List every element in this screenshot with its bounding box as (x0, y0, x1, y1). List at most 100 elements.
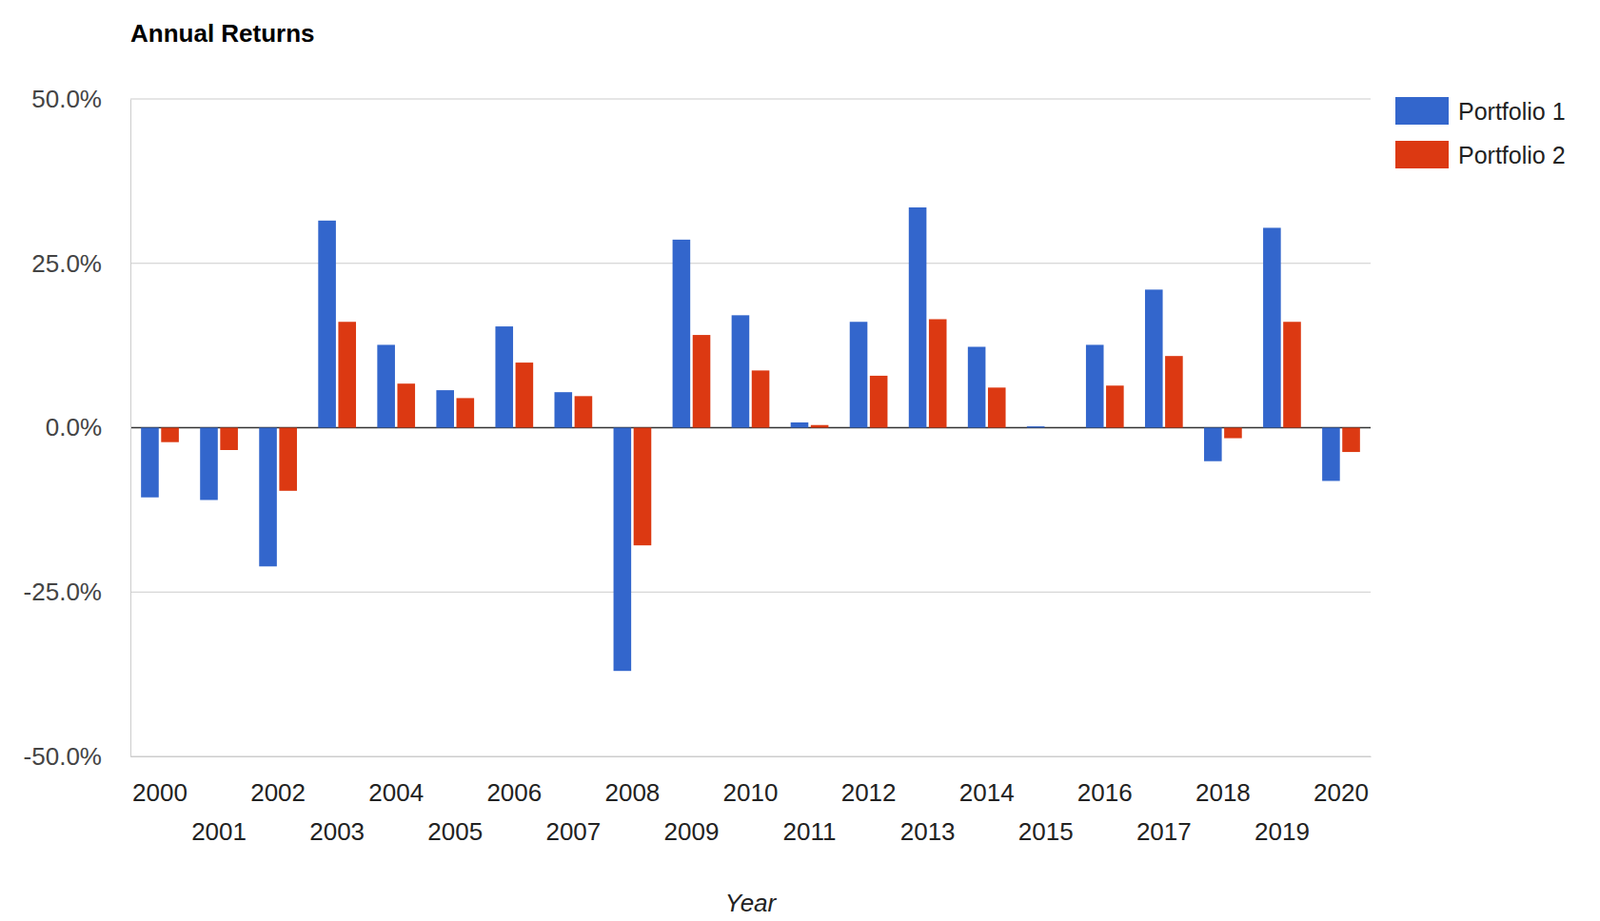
grid (130, 98, 1371, 757)
bar (160, 428, 179, 443)
grid-line (130, 262, 1371, 264)
x-tick-label: 2016 (1077, 778, 1133, 808)
legend-swatch (1395, 97, 1449, 125)
legend-swatch (1395, 140, 1449, 169)
x-axis-title: Year (725, 888, 778, 918)
bar (1046, 427, 1066, 429)
grid-line (130, 592, 1371, 593)
bar (1027, 426, 1046, 428)
bar (751, 370, 771, 428)
x-tick: 2018 (1195, 756, 1251, 808)
x-tick: 2003 (309, 756, 365, 847)
bar (1263, 227, 1282, 428)
bar (376, 344, 396, 428)
x-tick: 2006 (486, 756, 542, 808)
x-tick: 2011 (783, 756, 837, 847)
bar (140, 428, 159, 498)
bar (515, 362, 534, 428)
bar (494, 326, 514, 428)
x-axis: 2000200120022003200420052006200720082009… (131, 756, 1372, 847)
y-tick: 0.0% (45, 413, 131, 442)
x-tick: 2001 (191, 756, 247, 847)
y-tick-label: 0.0% (45, 413, 102, 442)
bar (987, 387, 1007, 428)
x-tick-label: 2019 (1254, 817, 1310, 847)
bar (1086, 344, 1105, 428)
series (140, 207, 1341, 672)
y-axis-line (130, 99, 132, 758)
bar (967, 347, 987, 429)
x-tick: 2008 (604, 756, 660, 808)
x-tick: 2020 (1313, 756, 1369, 808)
x-tick: 2012 (841, 756, 897, 808)
bar (731, 315, 751, 428)
bar (317, 220, 336, 429)
bar (554, 392, 573, 428)
bar (869, 375, 889, 429)
x-tick: 2014 (959, 756, 1015, 808)
bar (1145, 289, 1164, 428)
bars (140, 207, 1361, 672)
bar (633, 428, 652, 547)
x-tick-label: 2014 (959, 778, 1015, 808)
bar (1224, 428, 1243, 439)
chart: -50.0%-25.0%0.0%25.0%50.0%20002001200220… (0, 0, 1600, 921)
y-tick-label: 50.0% (31, 84, 102, 114)
bar (337, 321, 356, 428)
legend-item: Portfolio 1 (1395, 97, 1566, 125)
x-tick-label: 2007 (545, 817, 601, 847)
x-tick-label: 2001 (191, 817, 247, 847)
x-tick-label: 2002 (250, 778, 306, 808)
grid-line (130, 756, 1371, 758)
bar (928, 318, 948, 428)
bar (1283, 321, 1302, 428)
x-tick: 2017 (1136, 756, 1192, 847)
y-tick: 25.0% (31, 249, 131, 278)
bar (1204, 428, 1223, 462)
bar (219, 428, 238, 451)
x-tick: 2004 (368, 756, 424, 808)
y-tick-label: -50.0% (23, 742, 102, 771)
y-tick-label: -25.0% (23, 577, 102, 607)
legend-item: Portfolio 2 (1395, 140, 1566, 169)
x-tick-label: 2005 (427, 817, 483, 847)
bar (613, 428, 633, 672)
bar (790, 422, 810, 429)
title: Annual Returns (130, 19, 316, 48)
y-tick-label: 25.0% (31, 249, 102, 278)
bar (1165, 355, 1184, 428)
x-axis-line (131, 756, 1372, 758)
x-tick-label: 2006 (486, 778, 542, 808)
bar (199, 428, 218, 501)
bar (396, 383, 415, 428)
x-tick: 2009 (664, 756, 720, 847)
bar (1106, 385, 1125, 428)
legend-label: Portfolio 1 (1458, 98, 1566, 125)
bar (849, 321, 869, 428)
x-tick-label: 2000 (132, 778, 188, 808)
x-tick-label: 2010 (723, 778, 779, 808)
bar (278, 428, 297, 492)
legend: Portfolio 1 Portfolio 2 (1395, 97, 1566, 169)
x-tick-label: 2017 (1136, 817, 1192, 847)
grid-line (130, 427, 1371, 430)
x-tick-label: 2015 (1018, 817, 1074, 847)
x-tick: 2015 (1018, 756, 1074, 847)
y-axis: -50.0% -25.0% 0.0% 25.0% 50.0% (23, 84, 132, 771)
bar (456, 397, 475, 428)
x-tick-label: 2004 (368, 778, 424, 808)
plot: -50.0%-25.0%0.0%25.0%50.0%20002001200220… (23, 84, 1372, 847)
bar (692, 335, 712, 428)
grid-line (130, 98, 1371, 100)
x-tick: 2005 (427, 756, 483, 847)
bar (1322, 428, 1341, 482)
series (160, 318, 1361, 546)
x-tick: 2010 (723, 756, 779, 808)
bar (574, 395, 593, 428)
bar (672, 239, 692, 429)
legend-label: Portfolio 2 (1458, 141, 1566, 169)
y-tick: 50.0% (31, 84, 131, 114)
x-tick-label: 2012 (841, 778, 897, 808)
bar (908, 207, 928, 428)
x-tick-label: 2008 (604, 778, 660, 808)
